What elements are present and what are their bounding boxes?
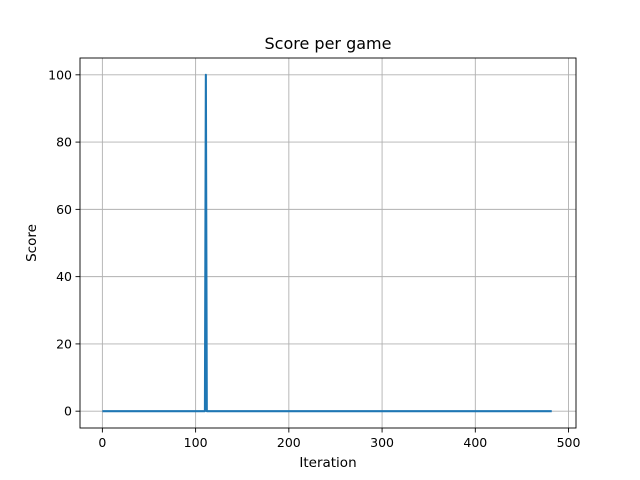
y-tick-label: 20 [56,336,72,351]
x-tick-label: 300 [370,435,394,450]
x-tick-label: 0 [98,435,106,450]
x-axis-label: Iteration [299,455,356,471]
series-group [102,73,552,413]
grid [80,58,576,428]
y-tick-label: 80 [56,135,72,150]
y-tick-label: 100 [48,67,72,82]
y-tick-label: 0 [64,404,72,419]
x-tick-label: 200 [277,435,301,450]
y-axis-label: Score [24,224,40,262]
x-tick-label: 400 [463,435,487,450]
y-tick-label: 40 [56,269,72,284]
chart-title: Score per game [265,34,392,53]
x-tick-label: 500 [557,435,581,450]
x-tick-label: 100 [184,435,208,450]
plot-area-background [80,58,576,428]
axes-frame [79,57,577,429]
y-tick-label: 60 [56,202,72,217]
y-axis: 0 20 40 60 80 100 [48,67,80,419]
series-line [102,73,552,413]
x-axis: 0 100 200 300 400 500 [98,428,581,450]
